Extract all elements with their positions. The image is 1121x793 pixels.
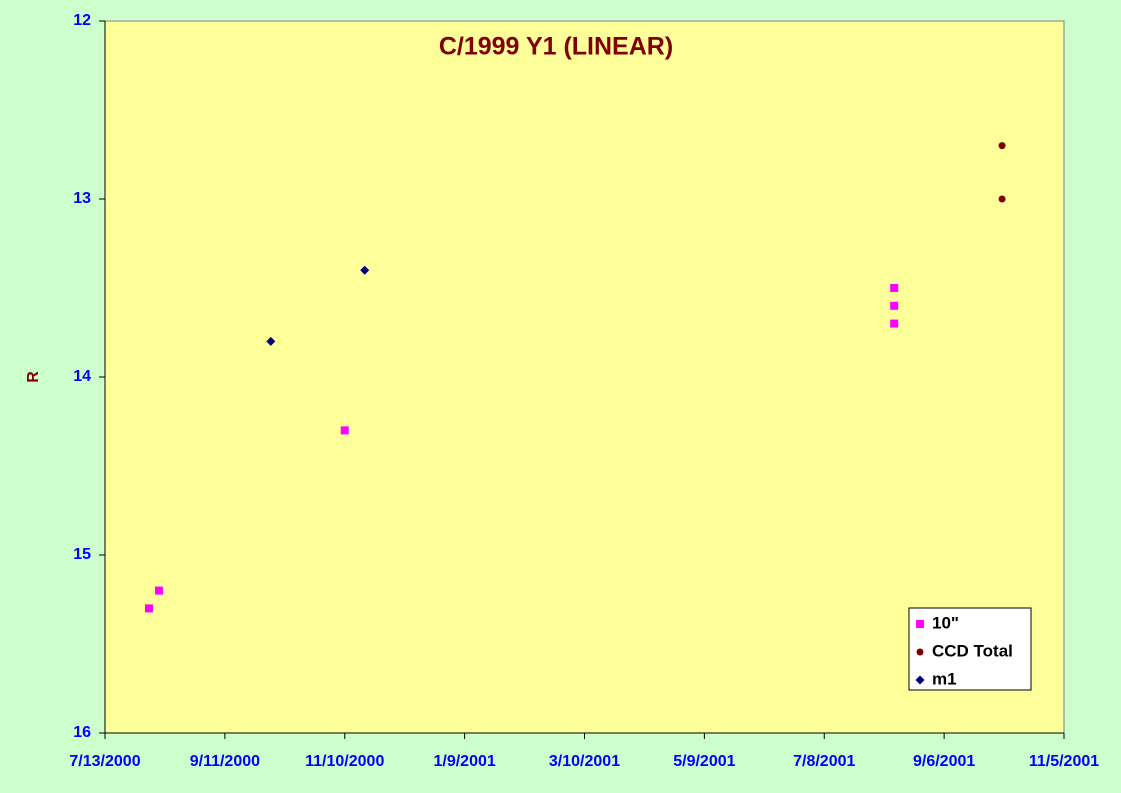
x-tick-label: 9/6/2001 xyxy=(913,753,975,770)
y-axis-label: R xyxy=(25,371,42,383)
legend-label: m1 xyxy=(932,669,957,688)
y-tick-label: 12 xyxy=(73,12,91,29)
y-tick-label: 14 xyxy=(73,368,91,385)
legend-label: 10" xyxy=(932,613,959,632)
x-tick-label: 9/11/2000 xyxy=(190,753,260,770)
data-point xyxy=(154,586,163,595)
data-point xyxy=(890,301,899,310)
y-tick-label: 16 xyxy=(73,724,91,741)
x-tick-label: 5/9/2001 xyxy=(673,753,735,770)
data-point xyxy=(360,265,370,275)
chart-title: C/1999 Y1 (LINEAR) xyxy=(439,33,673,61)
legend-marker xyxy=(916,648,924,656)
x-tick-label: 1/9/2001 xyxy=(433,753,495,770)
y-tick-label: 13 xyxy=(73,190,91,207)
x-tick-label: 7/8/2001 xyxy=(793,753,855,770)
x-tick-label: 7/13/2000 xyxy=(69,753,140,770)
data-point xyxy=(890,284,899,292)
data-point xyxy=(340,426,349,435)
x-tick-label: 11/10/2000 xyxy=(305,753,384,770)
x-tick-label: 3/10/2001 xyxy=(549,753,620,770)
data-point xyxy=(890,319,899,328)
data-point xyxy=(266,336,276,346)
plot-area xyxy=(104,20,1065,734)
data-point xyxy=(144,604,153,613)
legend-marker xyxy=(915,675,925,685)
x-tick-label: 11/5/2001 xyxy=(1029,753,1099,770)
legend-box xyxy=(908,607,1032,691)
y-tick-label: 15 xyxy=(73,546,91,563)
legend-marker xyxy=(916,620,924,628)
legend-label: CCD Total xyxy=(932,641,1013,660)
data-point xyxy=(998,195,1006,203)
data-point xyxy=(998,142,1006,150)
